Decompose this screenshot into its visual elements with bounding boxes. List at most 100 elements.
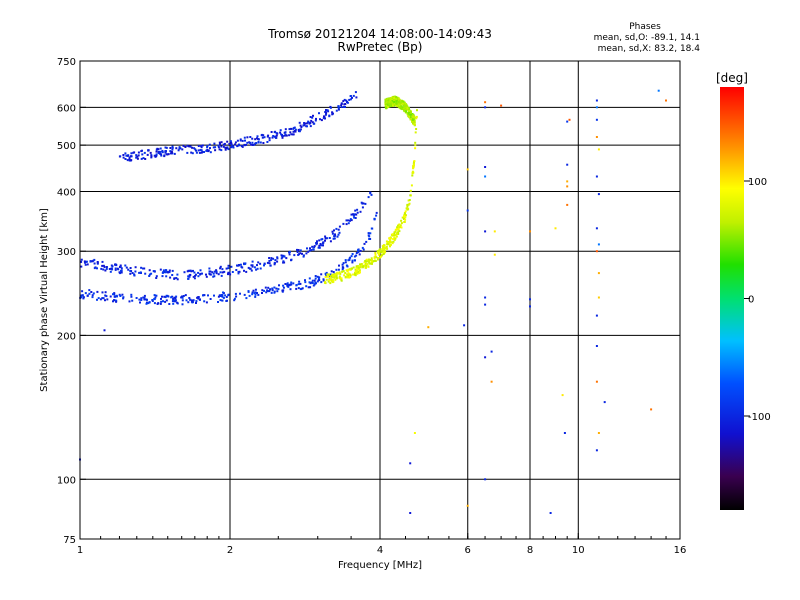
- data-point: [396, 104, 399, 107]
- data-point: [219, 265, 222, 268]
- data-point: [273, 290, 276, 293]
- data-point: [561, 394, 564, 397]
- data-point: [238, 143, 240, 146]
- data-point: [329, 277, 332, 279]
- data-point: [307, 286, 310, 289]
- data-point: [221, 268, 224, 271]
- data-point: [388, 242, 391, 245]
- data-point: [274, 259, 277, 262]
- data-point: [297, 287, 300, 290]
- data-point: [209, 298, 212, 300]
- data-point: [174, 297, 177, 300]
- data-point: [595, 136, 598, 138]
- data-point: [349, 219, 351, 222]
- data-point: [268, 137, 271, 140]
- colorbar-ticks: 100 0 -100: [744, 177, 771, 423]
- data-point: [416, 109, 418, 112]
- data-point: [411, 118, 414, 121]
- data-point: [217, 146, 220, 149]
- data-point: [290, 127, 292, 130]
- data-point: [222, 296, 225, 299]
- data-point: [124, 152, 127, 155]
- data-point: [353, 255, 356, 258]
- data-point: [395, 235, 398, 238]
- data-point: [120, 271, 123, 274]
- data-point: [266, 289, 269, 292]
- data-point: [314, 119, 317, 122]
- data-point: [339, 272, 342, 275]
- data-point: [180, 296, 183, 299]
- data-point: [347, 219, 350, 222]
- data-point: [161, 275, 164, 278]
- data-point: [325, 112, 328, 115]
- data-point: [355, 266, 358, 269]
- data-point: [331, 232, 334, 235]
- data-point: [466, 504, 469, 507]
- data-point: [413, 115, 416, 118]
- data-point: [139, 271, 142, 274]
- data-point: [322, 117, 325, 120]
- x-axis-label: Frequency [MHz]: [338, 560, 422, 571]
- data-point: [93, 262, 96, 265]
- data-point: [393, 237, 396, 240]
- data-point: [212, 146, 215, 149]
- data-point: [187, 275, 190, 278]
- data-point: [166, 153, 169, 156]
- data-point: [333, 229, 335, 232]
- data-point: [249, 267, 252, 270]
- data-point: [284, 283, 287, 285]
- data-point: [324, 276, 327, 278]
- data-point: [356, 272, 359, 275]
- data-point: [352, 94, 355, 97]
- data-point: [413, 119, 416, 122]
- data-point: [115, 264, 118, 267]
- data-point: [412, 113, 415, 116]
- data-point: [268, 290, 271, 293]
- data-point: [393, 97, 396, 100]
- data-point: [271, 287, 274, 290]
- data-point: [325, 271, 328, 274]
- data-point: [391, 98, 393, 101]
- phase-stats-x: mean, sd,X: 83.2, 18.4: [597, 44, 700, 54]
- y-tick-label: 200: [57, 331, 76, 342]
- data-point: [208, 267, 211, 270]
- data-point: [329, 275, 332, 278]
- data-point: [99, 298, 102, 301]
- data-point: [338, 231, 341, 234]
- data-point: [176, 301, 179, 304]
- data-point: [377, 251, 380, 254]
- data-point: [318, 239, 321, 242]
- data-point: [263, 262, 266, 265]
- data-point: [122, 296, 125, 299]
- data-point: [281, 290, 284, 293]
- data-point: [134, 266, 137, 269]
- data-point: [392, 238, 395, 240]
- data-point: [133, 273, 136, 276]
- data-point: [259, 141, 262, 144]
- data-point: [337, 108, 340, 111]
- data-point: [333, 234, 336, 237]
- data-point: [259, 267, 262, 270]
- data-point: [209, 151, 212, 154]
- data-point: [390, 100, 393, 103]
- data-point: [120, 267, 123, 270]
- data-point: [404, 218, 407, 221]
- data-point: [597, 193, 600, 196]
- data-point: [595, 227, 598, 230]
- data-point: [168, 303, 171, 305]
- data-point: [187, 277, 190, 280]
- data-point: [403, 216, 406, 219]
- data-point: [207, 294, 209, 297]
- data-point: [276, 256, 279, 259]
- data-point: [413, 121, 416, 124]
- data-point: [330, 270, 333, 273]
- data-point: [407, 107, 410, 110]
- data-point: [143, 297, 146, 299]
- phase-stats-o: mean, sd,O: -89.1, 14.1: [593, 33, 700, 43]
- data-point: [341, 268, 344, 271]
- data-point: [132, 151, 135, 154]
- data-point: [221, 299, 224, 302]
- data-point: [155, 277, 158, 279]
- data-point: [261, 292, 263, 294]
- data-point: [398, 223, 401, 226]
